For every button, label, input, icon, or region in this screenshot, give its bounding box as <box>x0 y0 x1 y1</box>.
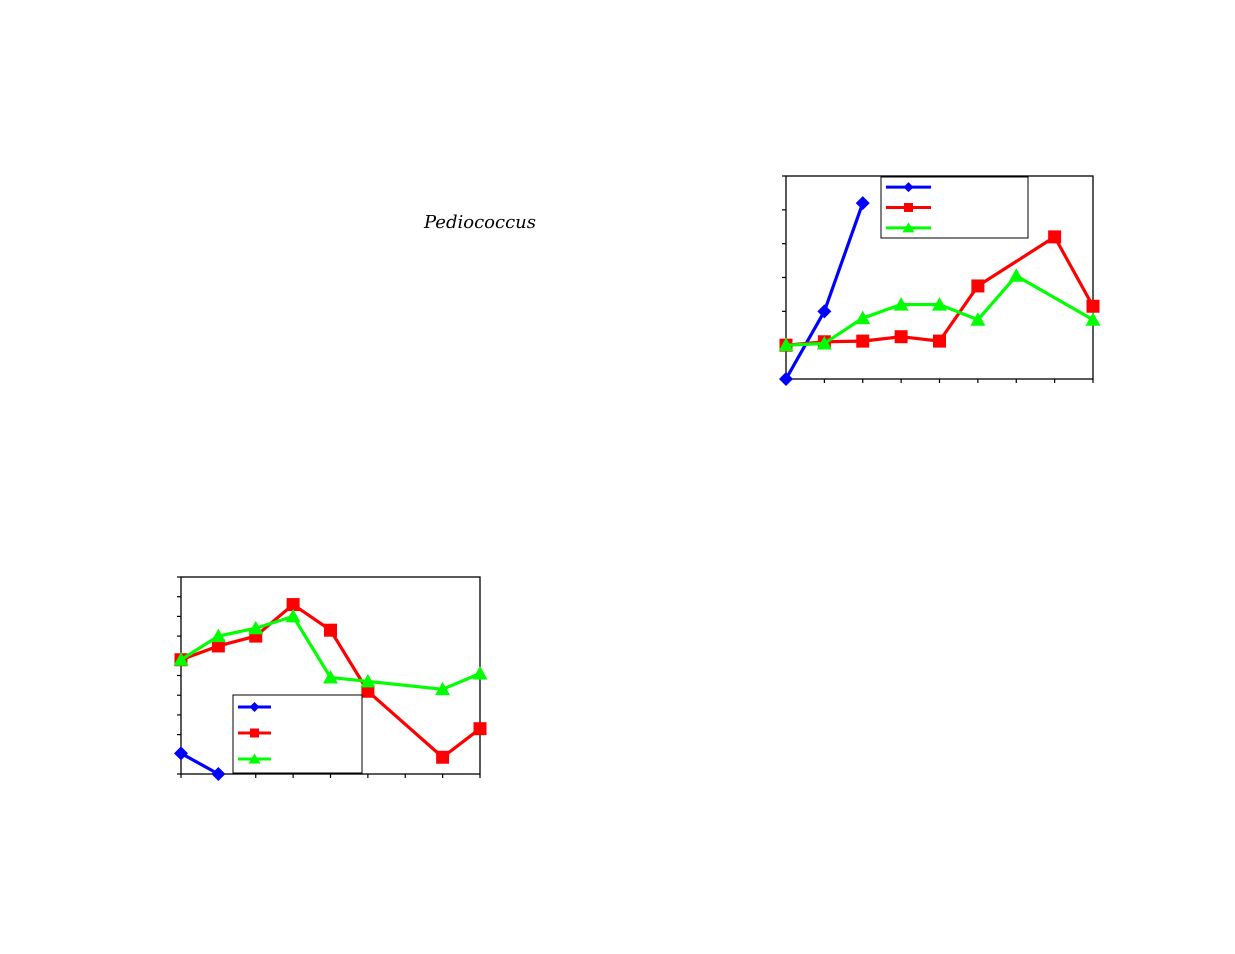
left-series-red-point <box>361 684 375 698</box>
left-series-green-point <box>435 681 451 696</box>
right-series-green-point <box>1008 268 1024 282</box>
left-legend-green-marker <box>248 753 261 764</box>
left-legend-blue-marker <box>249 702 260 712</box>
right-legend-blue-marker <box>903 182 914 193</box>
right-series-green-point <box>816 335 832 350</box>
right-series-blue-point <box>855 196 870 211</box>
left-series-green-point <box>285 608 301 623</box>
left-series-red-point <box>436 750 450 764</box>
left-series-green-point <box>472 666 488 680</box>
right-series-blue-point <box>779 372 793 386</box>
left-series-red-point <box>211 639 225 653</box>
right-series-red-point <box>894 330 908 344</box>
left-series-red-point <box>473 722 487 736</box>
right-series-red-point <box>971 279 985 293</box>
right-series-green-point <box>932 297 947 311</box>
left-series-red-point <box>324 623 337 637</box>
right-series-red-point <box>1048 230 1062 244</box>
right-series-red-point <box>933 334 946 348</box>
left-series-green-point <box>323 669 338 684</box>
left-series-green-point <box>248 620 264 635</box>
right-series-green-point <box>893 297 909 311</box>
right-legend-green-marker <box>902 222 915 233</box>
left-legend-red-marker <box>250 728 259 738</box>
right-series-green-point <box>855 310 871 325</box>
right-legend-red-marker <box>904 203 913 212</box>
left-series-blue-point <box>174 746 188 761</box>
right-series-green-line <box>785 274 1094 347</box>
right-series-blue-line <box>784 202 865 380</box>
right-series-red-point <box>1086 299 1100 313</box>
left-series-blue-point <box>211 767 226 781</box>
right-series-green-point <box>1085 312 1101 326</box>
left-series-blue-line <box>180 751 220 776</box>
right-series-red-point <box>856 334 870 348</box>
right-series-blue-point <box>817 304 832 319</box>
figure-caption: Pediococcus <box>424 212 536 233</box>
left-series-green-line <box>180 614 481 691</box>
left-series-green-point <box>210 628 226 643</box>
left-series-green-point <box>173 652 189 666</box>
left-series-red-point <box>286 598 300 612</box>
right-series-green-point <box>970 312 986 326</box>
right-series-green-point <box>778 337 794 352</box>
left-series-green-point <box>360 673 376 688</box>
